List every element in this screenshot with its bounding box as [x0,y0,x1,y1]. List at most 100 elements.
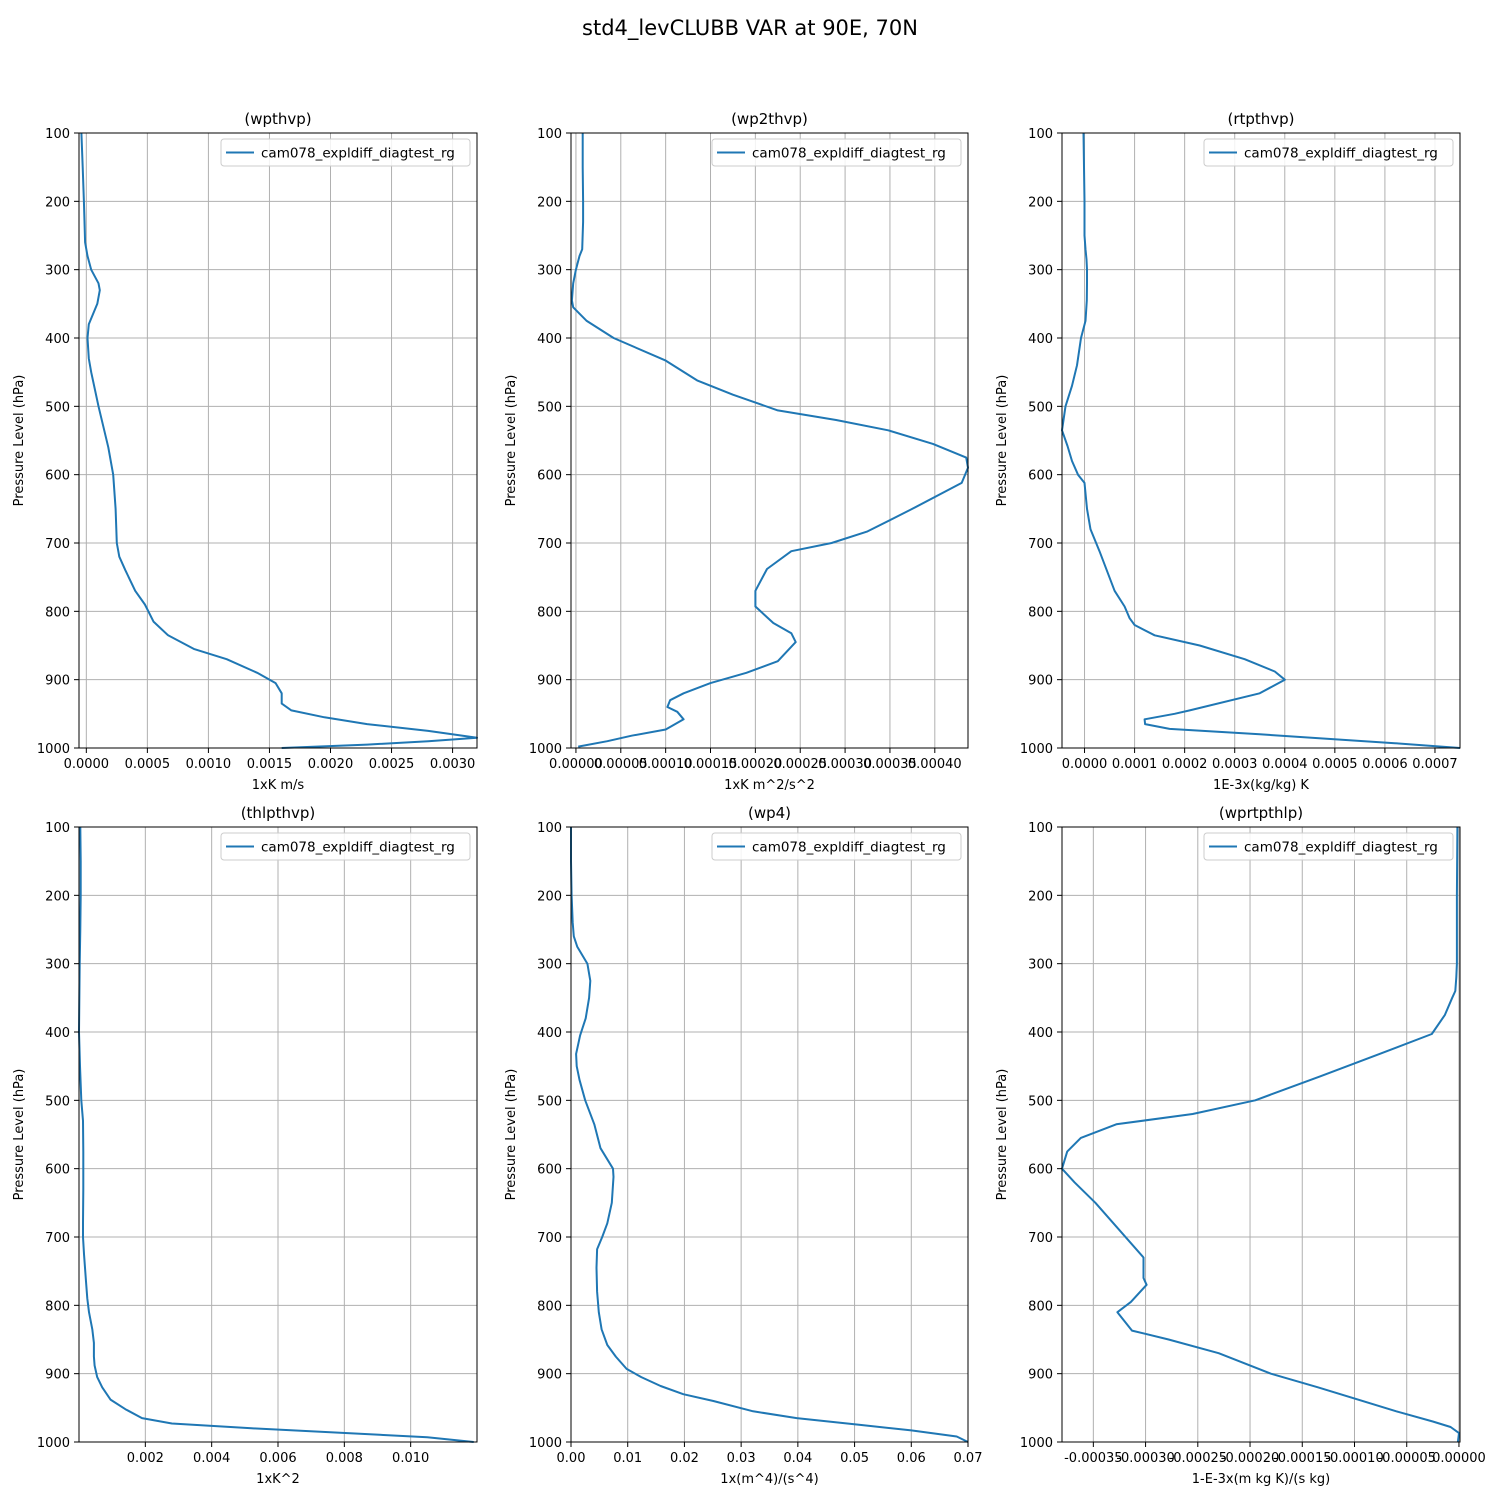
y-tick-label: 700 [1028,1231,1053,1246]
y-tick-label: 500 [45,1094,70,1109]
x-tick-label: 0.07 [954,1451,983,1466]
plot-frame [1061,826,1461,1443]
x-axis-label: 1x(m^4)/(s^4) [720,1472,818,1487]
x-tick-label: 0.0001 [1112,757,1158,772]
y-tick-label: 800 [45,605,70,620]
x-tick-label: 0.0002 [1162,757,1208,772]
x-tick-label: 0.00 [557,1451,586,1466]
x-tick-label: 0.00020 [728,757,782,772]
y-tick-label: 100 [1028,821,1053,836]
chart-panel: 0.000000.000050.000100.000150.000200.000… [504,110,969,793]
figure-title: std4_levCLUBB VAR at 90E, 70N [582,16,918,40]
x-tick-label: 0.0020 [308,757,354,772]
x-tick-label: 0.0000 [64,757,110,772]
x-tick-label: 0.00030 [818,757,872,772]
legend-label: cam078_expldiff_diagtest_rg [261,146,455,162]
legend: cam078_expldiff_diagtest_rg [711,832,962,861]
y-tick-label: 500 [45,400,70,415]
x-tick-label: -0.00010 [1325,1451,1383,1466]
y-axis-label: Pressure Level (hPa) [12,375,27,507]
legend-box [1203,832,1454,861]
y-tick-label: 800 [1028,605,1053,620]
y-tick-label: 200 [45,889,70,904]
x-tick-label: 0.004 [193,1451,230,1466]
legend: cam078_expldiff_diagtest_rg [220,138,471,167]
y-tick-label: 400 [537,332,562,347]
y-axis-label: Pressure Level (hPa) [12,1069,27,1201]
y-tick-label: 800 [1028,1299,1053,1314]
plot-frame [570,132,969,749]
y-tick-label: 700 [537,1231,562,1246]
x-tick-label: 0.010 [392,1451,429,1466]
chart-panel: 0.00 0.01 0.02 0.03 0.04 0.05 0.06 0.07 100 200 30… [504,804,982,1487]
y-tick-label: 100 [1028,127,1053,142]
y-tick-label: 1000 [37,742,70,757]
x-tick-label: 0.00015 [684,757,738,772]
y-tick-label: 900 [45,674,70,689]
x-tick-label: -0.00020 [1221,1451,1279,1466]
x-tick-label: 0.01 [613,1451,642,1466]
panel-title: (thlpthvp) [241,804,316,822]
y-tick-label: 600 [1028,469,1053,484]
x-tick-label: 0.00005 [594,757,648,772]
y-tick-label: 900 [537,1368,562,1383]
y-tick-label: 900 [1028,674,1053,689]
plot-frame [78,132,478,749]
y-tick-label: 500 [537,1094,562,1109]
y-tick-label: 300 [537,264,562,279]
y-tick-label: 700 [45,537,70,552]
x-tick-label: -0.00030 [1116,1451,1174,1466]
x-axis-label: 1-E-3x(m kg K)/(s kg) [1192,1472,1330,1487]
x-tick-label: -0.00015 [1273,1451,1331,1466]
legend: cam078_expldiff_diagtest_rg [711,138,962,167]
y-tick-label: 500 [1028,400,1053,415]
y-axis-label: Pressure Level (hPa) [995,1069,1010,1201]
y-tick-label: 400 [1028,332,1053,347]
y-tick-label: 100 [537,821,562,836]
y-tick-label: 400 [1028,1026,1053,1041]
y-tick-label: 800 [537,1299,562,1314]
y-tick-label: 1000 [37,1436,70,1451]
y-tick-label: 400 [537,1026,562,1041]
legend-box [220,138,471,167]
y-tick-label: 700 [1028,537,1053,552]
chart-panel: 0.002 0.004 0.006 0.008 0.010 100 200 300 400 500… [12,804,478,1487]
y-tick-label: 600 [45,1163,70,1178]
x-tick-label: 0.02 [670,1451,699,1466]
legend-box [220,832,471,861]
x-tick-label: 0.0007 [1412,757,1458,772]
y-tick-label: 600 [1028,1163,1053,1178]
x-axis-label: 1E-3x(kg/kg) K [1213,778,1309,793]
y-tick-label: 900 [537,674,562,689]
y-tick-label: 800 [537,605,562,620]
y-tick-label: 1000 [1020,742,1053,757]
panel-title: (wprtpthlp) [1219,804,1303,822]
y-tick-label: 500 [537,400,562,415]
legend-box [711,138,962,167]
panel-title: (wp4) [748,804,791,822]
legend-label: cam078_expldiff_diagtest_rg [752,146,946,162]
y-tick-label: 800 [45,1299,70,1314]
x-tick-label: 0.0005 [125,757,171,772]
x-tick-label: 0.0004 [1262,757,1308,772]
plot-frame [570,826,969,1443]
y-tick-label: 1000 [529,742,562,757]
chart-panel: -0.00035-0.00030-0.00025-0.00020-0.00015… [995,804,1486,1487]
x-tick-label: 0.0005 [1312,757,1358,772]
series-line [80,132,478,749]
x-axis-label: 1xK m/s [252,778,305,793]
y-axis-label: Pressure Level (hPa) [504,375,519,507]
y-tick-label: 100 [45,127,70,142]
x-tick-label: -0.00025 [1169,1451,1227,1466]
y-tick-label: 300 [45,958,70,973]
y-tick-label: 600 [537,1163,562,1178]
x-tick-label: 0.00040 [908,757,962,772]
chart-panel: 0.0000 0.0001 0.0002 0.0003 0.0004 0.0005 0.00… [995,110,1461,793]
x-tick-label: 0.0000 [1062,757,1108,772]
y-tick-label: 200 [1028,889,1053,904]
y-tick-label: 600 [45,469,70,484]
legend: cam078_expldiff_diagtest_rg [1203,832,1454,861]
x-tick-label: -0.00005 [1377,1451,1435,1466]
series-line [570,133,969,748]
